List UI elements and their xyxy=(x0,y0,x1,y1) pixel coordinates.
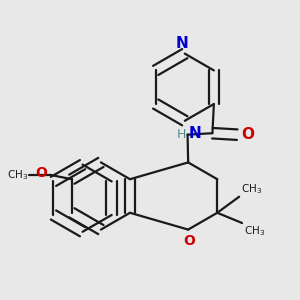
Text: O: O xyxy=(35,166,47,180)
Text: CH$_3$: CH$_3$ xyxy=(241,182,262,196)
Text: H: H xyxy=(177,128,186,141)
Text: CH$_3$: CH$_3$ xyxy=(7,168,28,182)
Text: N: N xyxy=(188,126,201,141)
Text: O: O xyxy=(184,234,196,248)
Text: CH$_3$: CH$_3$ xyxy=(244,224,265,238)
Text: N: N xyxy=(176,36,189,51)
Text: O: O xyxy=(241,127,254,142)
